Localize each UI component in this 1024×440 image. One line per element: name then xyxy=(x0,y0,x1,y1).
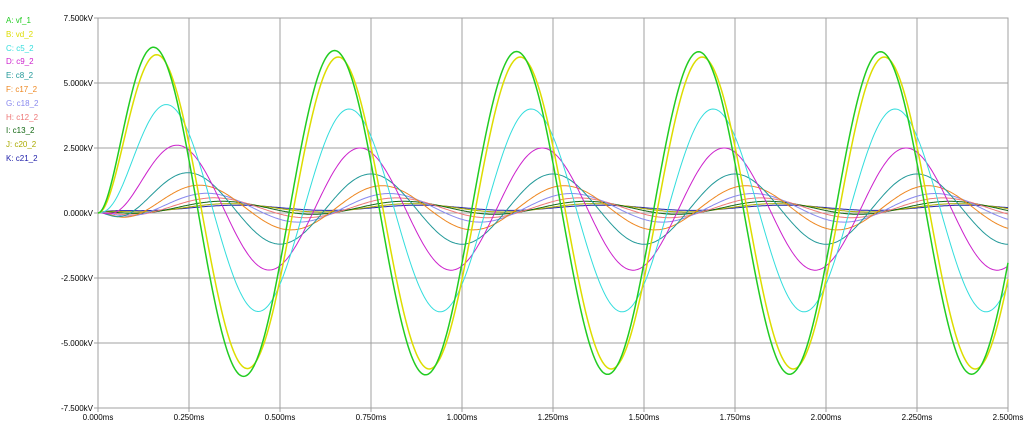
legend-entry: H: c12_2 xyxy=(6,112,39,122)
legend-entry: I: c13_2 xyxy=(6,126,35,136)
x-tick-label: 1.500ms xyxy=(629,413,660,422)
x-tick-label: 0.000ms xyxy=(83,413,114,422)
x-tick-label: 0.250ms xyxy=(174,413,205,422)
y-tick-label: -2.500kV xyxy=(61,274,94,283)
y-tick-label: 2.500kV xyxy=(64,144,94,153)
series-line-k xyxy=(97,204,1009,214)
x-tick-label: 0.500ms xyxy=(265,413,296,422)
series-line-f xyxy=(97,184,1009,231)
legend-entry: C: c5_2 xyxy=(6,43,34,53)
series-line-g xyxy=(97,192,1009,223)
x-tick-label: 1.750ms xyxy=(720,413,751,422)
x-tick-label: 2.250ms xyxy=(902,413,933,422)
x-tick-label: 1.000ms xyxy=(447,413,478,422)
legend-entry: D: c9_2 xyxy=(6,57,34,67)
x-tick-label: 0.750ms xyxy=(356,413,387,422)
series-line-b xyxy=(97,53,1009,370)
series-line-d xyxy=(97,144,1009,271)
series-line-a xyxy=(97,46,1009,378)
x-tick-label: 2.500ms xyxy=(993,413,1024,422)
legend-entry: F: c17_2 xyxy=(6,84,38,94)
legend-entry: J: c20_2 xyxy=(6,140,37,150)
legend-entry: E: c8_2 xyxy=(6,71,34,81)
series-line-c xyxy=(97,104,1009,313)
y-tick-label: 0.000kV xyxy=(64,209,94,218)
x-tick-label: 2.000ms xyxy=(811,413,842,422)
y-tick-label: 7.500kV xyxy=(64,14,94,23)
legend-entry: A: vf_1 xyxy=(6,16,31,25)
y-tick-label: -7.500kV xyxy=(61,404,94,413)
legend-entry: K: c21_2 xyxy=(6,153,38,163)
y-tick-label: -5.000kV xyxy=(61,339,94,348)
x-tick-label: 1.250ms xyxy=(538,413,569,422)
legend-entry: G: c18_2 xyxy=(6,98,39,108)
series-line-e xyxy=(97,172,1008,245)
chart-legend: A: vf_1 B: vd_2 C: c5_2 D: c9_2 E: c8_2 F: c1… xyxy=(6,14,38,166)
legend-entry: B: vd_2 xyxy=(6,29,34,39)
y-tick-label: 5.000kV xyxy=(64,79,94,88)
